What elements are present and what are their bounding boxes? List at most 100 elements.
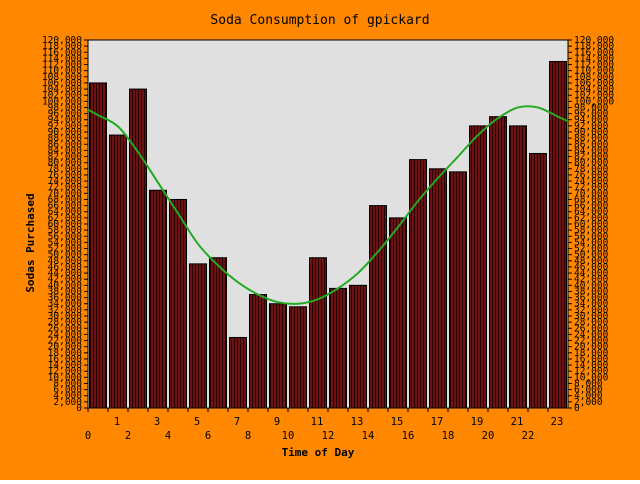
- x-tick-label: 19: [471, 416, 484, 428]
- y-tick-label: 116,000: [42, 47, 82, 58]
- y-tick-label: 84,000: [574, 145, 609, 156]
- x-tick-label: 23: [551, 416, 564, 428]
- y-tick-label: 22,000: [48, 336, 83, 347]
- y-tick-label: 84,000: [48, 145, 83, 156]
- y-tick-label: 60,000: [574, 219, 609, 230]
- y-tick-label: 10,000: [48, 372, 83, 383]
- y-tick-label: 108,000: [574, 72, 614, 83]
- bar-hour-0: [89, 82, 107, 409]
- y-tick-label: 114,000: [42, 53, 82, 64]
- y-tick-label: 26,000: [48, 323, 83, 334]
- x-tick-label: 6: [205, 430, 211, 442]
- trend-line: [87, 105, 569, 305]
- bar-series: [89, 60, 567, 409]
- y-tick-label: 8,000: [574, 378, 603, 389]
- y-tick-label: 20,000: [48, 342, 83, 353]
- bar-hour-11: [309, 257, 327, 409]
- y-tick-label: 110,000: [42, 66, 82, 77]
- x-tick-label: 2: [125, 430, 131, 442]
- bar-hour-21: [509, 125, 527, 409]
- y-tick-label: 82,000: [574, 152, 609, 163]
- y-tick-label: 30,000: [48, 311, 83, 322]
- y-tick-label: 32,000: [48, 305, 83, 316]
- y-tick-label: 82,000: [48, 152, 83, 163]
- y-tick-label: 28,000: [574, 317, 609, 328]
- y-tick-label: 106,000: [42, 78, 82, 89]
- bar-hour-13: [349, 284, 367, 409]
- y-tick-label: 22,000: [574, 336, 609, 347]
- y-tick-label: 102,000: [42, 90, 82, 101]
- y-tick-label: 18,000: [574, 348, 609, 359]
- x-tick-label: 22: [522, 430, 535, 442]
- x-tick-label: 18: [442, 430, 455, 442]
- y-tick-label: 34,000: [48, 299, 83, 310]
- x-tick-label: 5: [194, 416, 200, 428]
- y-tick-label: 34,000: [574, 299, 609, 310]
- y-tick-label: 96,000: [48, 109, 83, 120]
- y-tick-label: 16,000: [48, 354, 83, 365]
- y-tick-label: 52,000: [48, 244, 83, 255]
- y-tick-label: 98,000: [574, 102, 609, 113]
- y-tick-label: 48,000: [574, 256, 609, 267]
- bar-hour-2: [129, 88, 147, 409]
- y-tick-label: 66,000: [48, 201, 83, 212]
- y-tick-label: 40,000: [574, 280, 609, 291]
- y-tick-label: 64,000: [48, 207, 83, 218]
- x-tick-label: 3: [154, 416, 160, 428]
- y-tick-label: 80,000: [48, 158, 83, 169]
- y-tick-label: 120,000: [574, 35, 614, 46]
- y-tick-label: 90,000: [48, 127, 83, 138]
- y-tick-label: 114,000: [574, 53, 614, 64]
- y-tick-label: 108,000: [42, 72, 82, 83]
- bar-hour-17: [429, 168, 447, 409]
- y-tick-label: 94,000: [574, 115, 609, 126]
- x-tick-label: 11: [311, 416, 324, 428]
- x-tick-label: 4: [165, 430, 171, 442]
- y-tick-label: 46,000: [574, 262, 609, 273]
- x-tick-label: 13: [351, 416, 364, 428]
- y-tick-label: 8,000: [53, 378, 82, 389]
- y-tick-label: 116,000: [574, 47, 614, 58]
- y-tick-label: 18,000: [48, 348, 83, 359]
- y-tick-label: 58,000: [48, 225, 83, 236]
- y-tick-label: 36,000: [574, 293, 609, 304]
- y-tick-label: 16,000: [574, 354, 609, 365]
- y-tick-label: 78,000: [574, 164, 609, 175]
- y-tick-label: 86,000: [574, 139, 609, 150]
- bar-hour-19: [469, 125, 487, 409]
- x-tick-label: 16: [402, 430, 415, 442]
- y-axis-label: Sodas Purchased: [24, 193, 37, 292]
- x-tick-label: 10: [282, 430, 295, 442]
- y-tick-label: 48,000: [48, 256, 83, 267]
- x-tick-label: 8: [245, 430, 251, 442]
- y-tick-label: 64,000: [574, 207, 609, 218]
- y-tick-label: 6,000: [574, 385, 603, 396]
- x-tick-label: 9: [274, 416, 280, 428]
- y-tick-label: 62,000: [574, 213, 609, 224]
- x-tick-label: 20: [482, 430, 495, 442]
- y-tick-label: 76,000: [574, 170, 609, 181]
- bar-hour-3: [149, 189, 167, 409]
- plot-area: [87, 39, 569, 409]
- bar-hour-18: [449, 171, 467, 409]
- bar-hour-14: [369, 205, 387, 409]
- y-tick-label: 4,000: [574, 391, 603, 402]
- y-tick-label: 70,000: [574, 188, 609, 199]
- y-tick-label: 68,000: [574, 194, 609, 205]
- y-tick-label: 90,000: [574, 127, 609, 138]
- y-tick-label: 26,000: [574, 323, 609, 334]
- y-tick-label: 80,000: [574, 158, 609, 169]
- y-tick-label: 12,000: [574, 366, 609, 377]
- y-tick-label: 24,000: [574, 329, 609, 340]
- y-tick-label: 70,000: [48, 188, 83, 199]
- y-tick-label: 38,000: [48, 286, 83, 297]
- y-tick-label: 76,000: [48, 170, 83, 181]
- y-tick-label: 72,000: [574, 182, 609, 193]
- y-tick-label: 44,000: [574, 268, 609, 279]
- y-tick-label: 4,000: [53, 391, 82, 402]
- y-tick-label: 10,000: [574, 372, 609, 383]
- y-tick-label: 0: [76, 403, 82, 414]
- y-tick-label: 96,000: [574, 109, 609, 120]
- y-tick-label: 12,000: [48, 366, 83, 377]
